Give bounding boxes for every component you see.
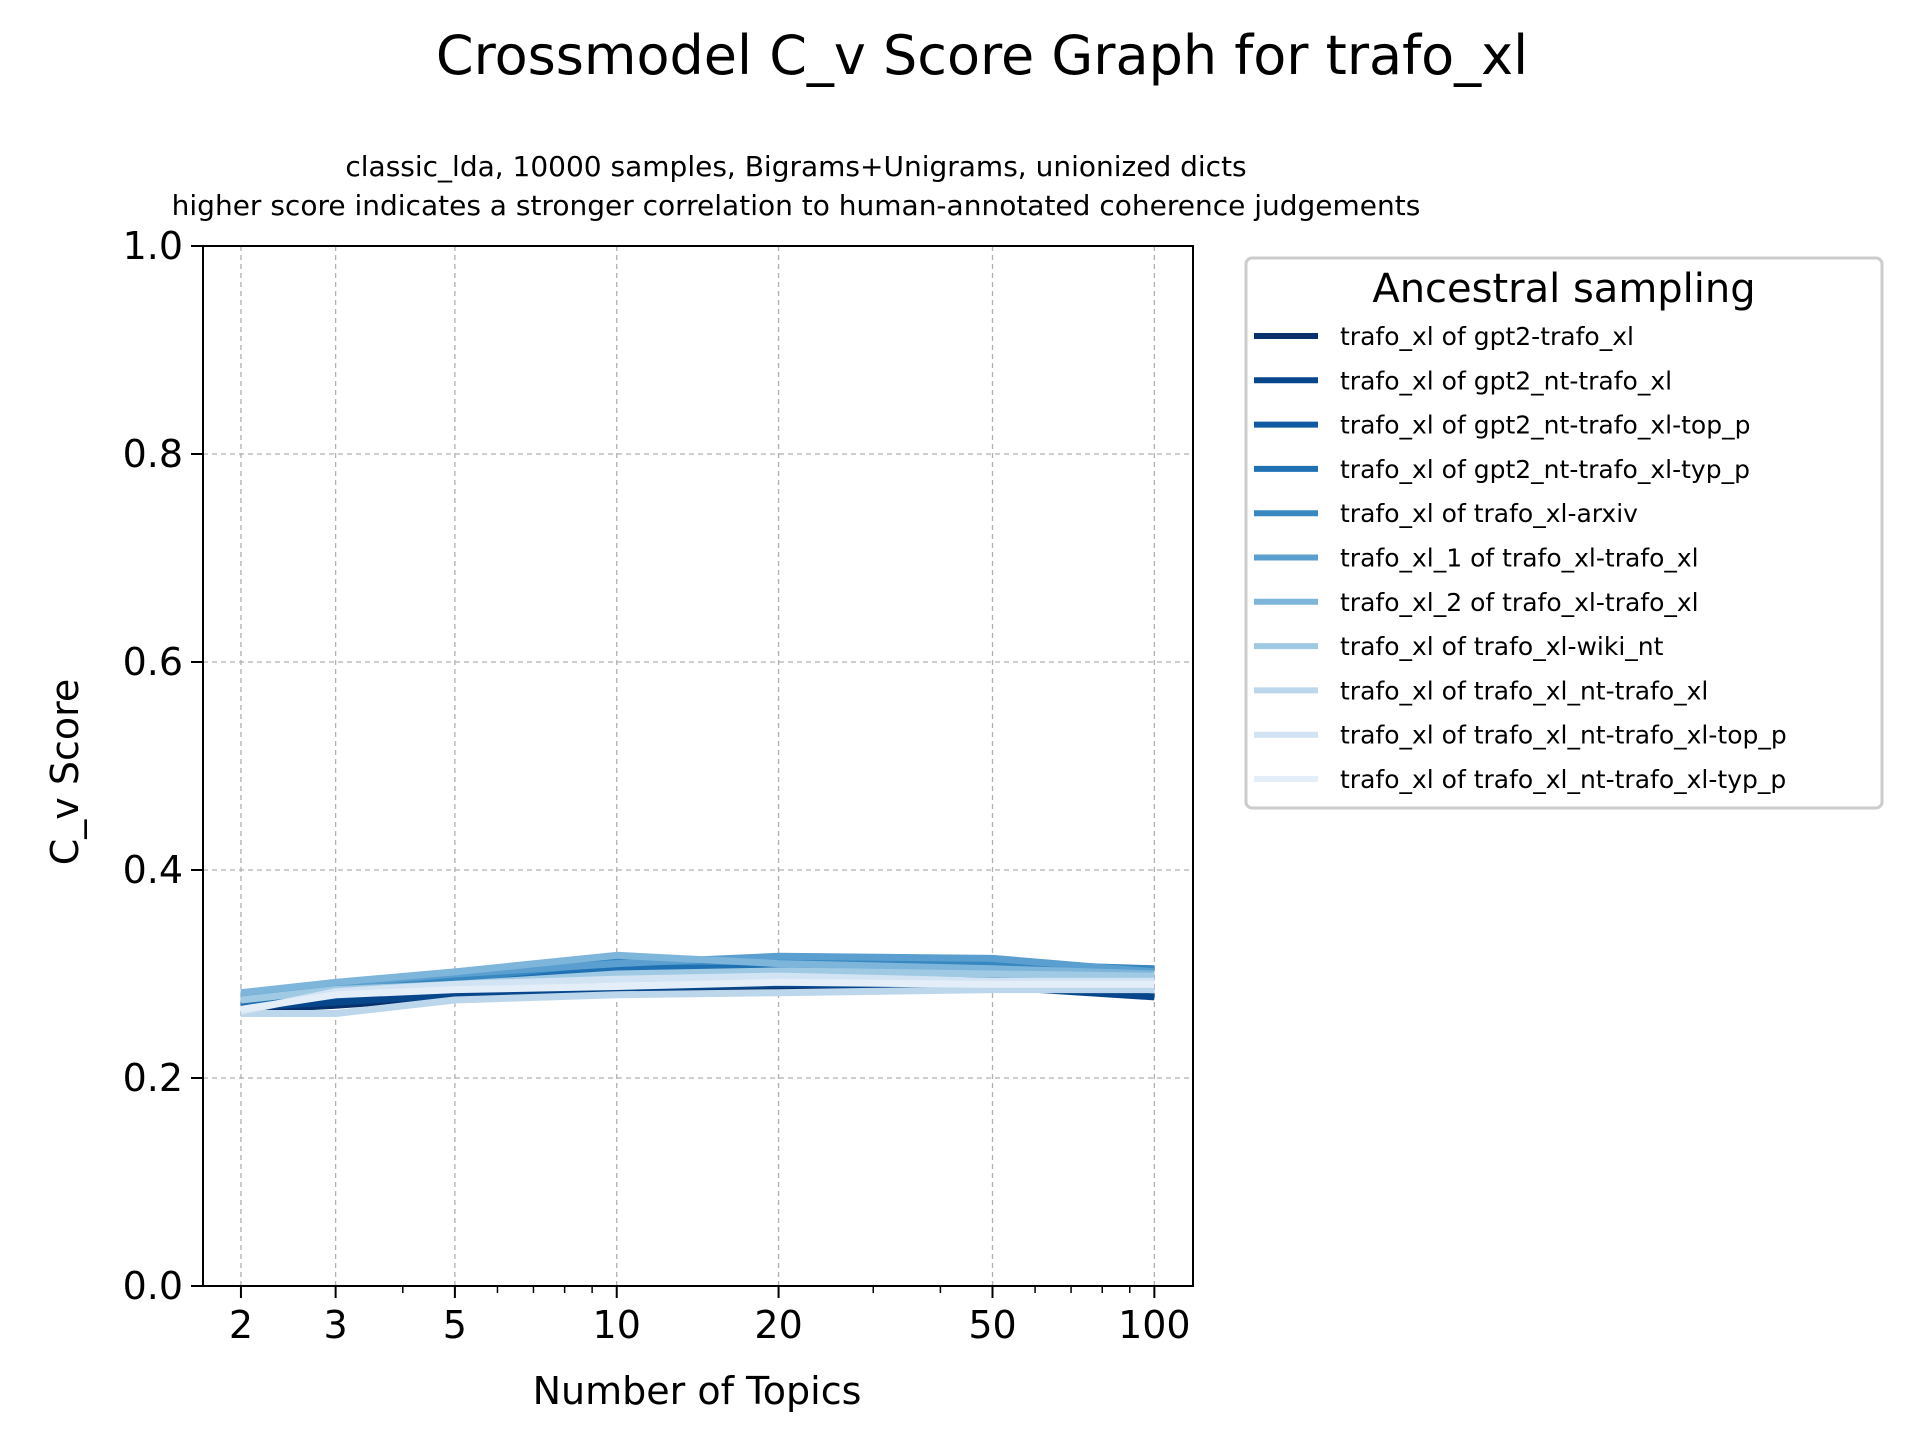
legend-label: trafo_xl of gpt2_nt-trafo_xl-typ_p bbox=[1340, 455, 1750, 484]
axes: 2 3 5 10 20 50 100 0.0 0.2 0.4 0.6 0.8 1.0 bbox=[123, 224, 1191, 1347]
legend-box bbox=[1244, 256, 1884, 810]
chart-subtitle-line-1: classic_lda, 10000 samples, Bigrams+Unig… bbox=[345, 150, 1246, 183]
y-tick-label: 1.0 bbox=[123, 224, 183, 268]
x-tick-label: 2 bbox=[229, 1303, 253, 1347]
legend-label: trafo_xl of trafo_xl-wiki_nt bbox=[1340, 632, 1664, 661]
legend-label: trafo_xl of gpt2_nt-trafo_xl bbox=[1340, 366, 1672, 395]
x-tick-label: 50 bbox=[968, 1303, 1016, 1347]
x-tick-label: 100 bbox=[1118, 1303, 1191, 1347]
legend-label: trafo_xl of trafo_xl_nt-trafo_xl bbox=[1340, 676, 1708, 705]
y-axis-label: C_v Score bbox=[43, 679, 87, 866]
x-tick-label: 3 bbox=[324, 1303, 348, 1347]
x-tick-label: 5 bbox=[443, 1303, 467, 1347]
y-tick-label: 0.2 bbox=[123, 1056, 183, 1100]
series-line bbox=[240, 986, 1155, 1017]
legend-title: Ancestral sampling bbox=[1372, 266, 1755, 312]
legend-label: trafo_xl of gpt2_nt-trafo_xl-top_p bbox=[1340, 411, 1750, 440]
legend-label: trafo_xl of trafo_xl_nt-trafo_xl-top_p bbox=[1340, 721, 1787, 750]
legend: Ancestral sampling trafo_xl of gpt2-traf… bbox=[1244, 256, 1884, 810]
chart-subtitle-line-2: higher score indicates a stronger correl… bbox=[172, 189, 1421, 222]
x-axis-label: Number of Topics bbox=[533, 1369, 862, 1413]
x-tick-label: 20 bbox=[754, 1303, 802, 1347]
y-tick-label: 0.8 bbox=[123, 432, 183, 476]
legend-items: trafo_xl of gpt2-trafo_xl trafo_xl of gpt… bbox=[1254, 322, 1787, 794]
x-tick-label: 10 bbox=[593, 1303, 641, 1347]
y-tick-label: 0.6 bbox=[123, 640, 183, 684]
legend-label: trafo_xl_2 of trafo_xl-trafo_xl bbox=[1340, 588, 1699, 617]
chart-title: Crossmodel C_v Score Graph for trafo_xl bbox=[436, 24, 1528, 87]
series-line bbox=[240, 951, 1155, 997]
series-line bbox=[240, 978, 1155, 1013]
legend-label: trafo_xl of gpt2-trafo_xl bbox=[1340, 322, 1634, 351]
series-lines bbox=[240, 951, 1155, 1017]
y-tick-label: 0.0 bbox=[123, 1264, 183, 1308]
y-tick-label: 0.4 bbox=[123, 848, 183, 892]
grid bbox=[203, 245, 1193, 1287]
legend-label: trafo_xl of trafo_xl_nt-trafo_xl-typ_p bbox=[1340, 765, 1786, 794]
plot-area-frame bbox=[202, 245, 1194, 1287]
legend-label: trafo_xl of trafo_xl-arxiv bbox=[1340, 499, 1638, 528]
legend-label: trafo_xl_1 of trafo_xl-trafo_xl bbox=[1340, 544, 1699, 573]
